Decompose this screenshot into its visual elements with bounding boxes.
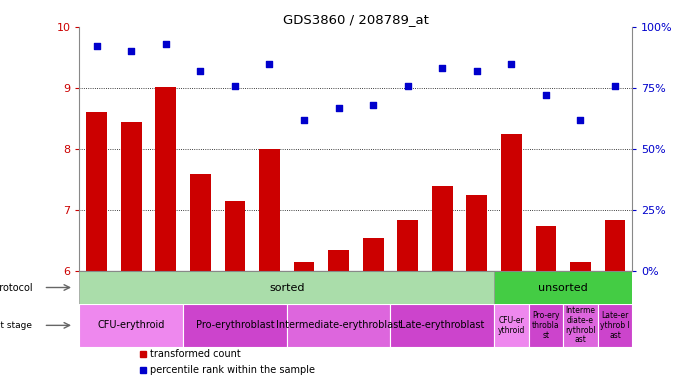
- Text: CFU-er
ythroid: CFU-er ythroid: [498, 316, 525, 335]
- Point: [264, 61, 275, 67]
- Text: unsorted: unsorted: [538, 283, 588, 293]
- Point: [609, 83, 621, 89]
- Bar: [79, 303, 183, 347]
- Bar: [570, 262, 591, 271]
- Text: development stage: development stage: [0, 321, 32, 330]
- Point: [437, 65, 448, 71]
- Text: percentile rank within the sample: percentile rank within the sample: [150, 366, 315, 376]
- Title: GDS3860 / 208789_at: GDS3860 / 208789_at: [283, 13, 429, 26]
- Point: [402, 83, 413, 89]
- Bar: [397, 220, 418, 271]
- Point: [160, 41, 171, 47]
- Text: transformed count: transformed count: [150, 349, 241, 359]
- Text: Pro-ery
throbla
st: Pro-ery throbla st: [532, 311, 560, 339]
- Bar: [79, 271, 494, 303]
- Bar: [390, 303, 494, 347]
- Bar: [563, 303, 598, 347]
- Bar: [529, 303, 563, 347]
- Point: [540, 92, 551, 98]
- Point: [333, 104, 344, 111]
- Bar: [86, 113, 107, 271]
- Bar: [432, 186, 453, 271]
- Bar: [183, 303, 287, 347]
- Point: [575, 117, 586, 123]
- Bar: [494, 303, 529, 347]
- Bar: [294, 262, 314, 271]
- Bar: [501, 134, 522, 271]
- Text: Late-erythroblast: Late-erythroblast: [400, 320, 484, 330]
- Point: [471, 68, 482, 74]
- Point: [91, 43, 102, 50]
- Text: Interme
diate-e
rythrobl
ast: Interme diate-e rythrobl ast: [565, 306, 596, 344]
- Point: [299, 117, 310, 123]
- Bar: [225, 201, 245, 271]
- Text: CFU-erythroid: CFU-erythroid: [97, 320, 165, 330]
- Bar: [536, 226, 556, 271]
- Text: Intermediate-erythroblast: Intermediate-erythroblast: [276, 320, 401, 330]
- Text: Pro-erythroblast: Pro-erythroblast: [196, 320, 274, 330]
- Bar: [190, 174, 211, 271]
- Text: Late-er
ythrob l
ast: Late-er ythrob l ast: [600, 311, 630, 339]
- Bar: [598, 303, 632, 347]
- Bar: [121, 122, 142, 271]
- Point: [126, 48, 137, 55]
- Point: [195, 68, 206, 74]
- Bar: [494, 271, 632, 303]
- Text: sorted: sorted: [269, 283, 305, 293]
- Bar: [605, 220, 625, 271]
- Bar: [466, 195, 487, 271]
- Text: protocol: protocol: [0, 283, 32, 293]
- Bar: [259, 149, 280, 271]
- Bar: [363, 238, 384, 271]
- Point: [368, 102, 379, 108]
- Point: [506, 61, 517, 67]
- Bar: [328, 250, 349, 271]
- Bar: [155, 87, 176, 271]
- Bar: [287, 303, 390, 347]
- Point: [229, 83, 240, 89]
